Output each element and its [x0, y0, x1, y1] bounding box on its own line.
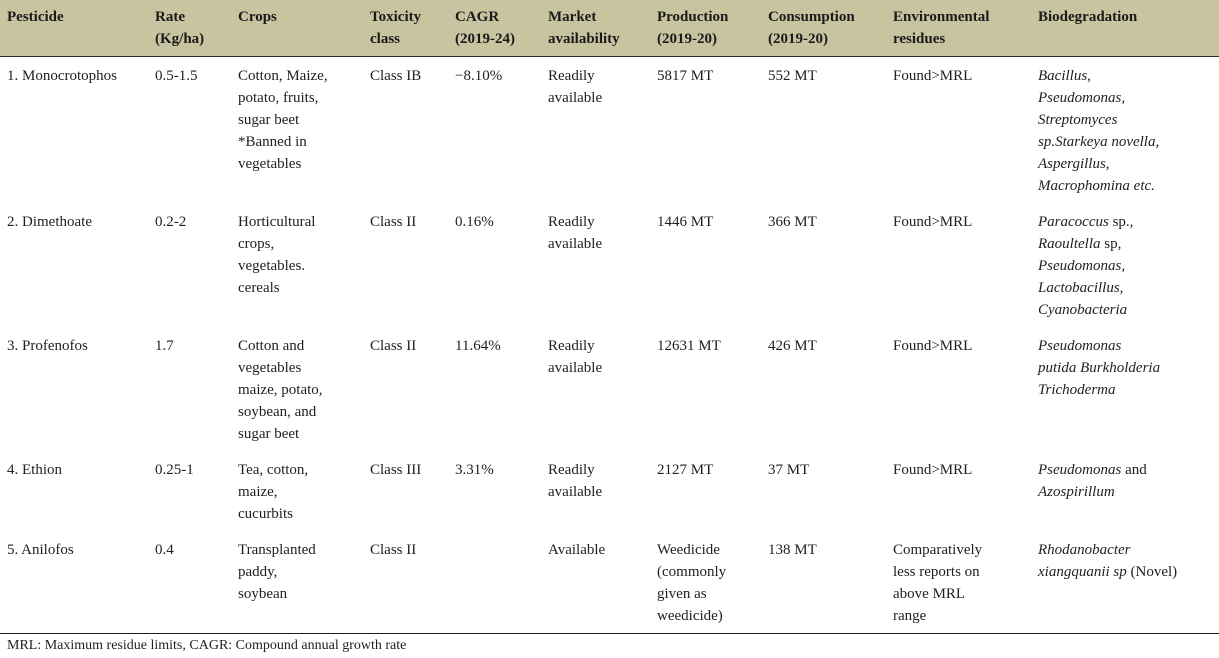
cell-rate: 0.25-1 [155, 462, 194, 478]
cell-pesticide: 4. Ethion [7, 462, 62, 478]
cell-rate: 0.5-1.5 [155, 68, 198, 84]
cell-consumption: 366 MT [768, 214, 817, 230]
text-segment: sp., [1112, 214, 1134, 230]
cell-market: Available [548, 542, 606, 558]
cell-production: Weedicide (commonly given as weedicide) [657, 542, 727, 624]
table-row: 1. Monocrotophos 0.5-1.5 Cotton, Maize, po… [0, 57, 1219, 204]
cell-pesticide: 5. Anilofos [7, 542, 74, 558]
text-segment: Raoultella [1038, 236, 1101, 252]
table-body: 1. Monocrotophos 0.5-1.5 Cotton, Maize, po… [0, 57, 1219, 634]
cell-crops: Cotton, Maize, potato, fruits, sugar bee… [238, 68, 328, 172]
cell-rate: 0.4 [155, 542, 174, 558]
text-segment: Azospirillum [1038, 484, 1115, 500]
cell-market: Readily available [548, 68, 603, 106]
text-segment: Pseudomonas, Lactobacillus, Cyanobacteri… [1038, 258, 1128, 318]
column-header-crops: Crops [231, 0, 363, 57]
cell-biodegradation: Pseudomonas putida Burkholderia Trichode… [1031, 327, 1219, 451]
cell-market: Readily available [548, 214, 603, 252]
column-header-production: Production (2019-20) [650, 0, 761, 57]
cell-crops: Horticultural crops, vegetables. cereals [238, 214, 316, 296]
table-row: 3. Profenofos 1.7 Cotton and vegetables ma… [0, 327, 1219, 451]
cell-environmental: Found>MRL [893, 338, 973, 354]
cell-rate: 1.7 [155, 338, 174, 354]
cell-pesticide: 3. Profenofos [7, 338, 88, 354]
cell-toxicity: Class II [370, 214, 417, 230]
table-row: 2. Dimethoate 0.2-2 Horticultural crops, v… [0, 203, 1219, 327]
cell-market: Readily available [548, 462, 603, 500]
column-header-toxicity: Toxicity class [363, 0, 448, 57]
cell-toxicity: Class III [370, 462, 422, 478]
cell-consumption: 37 MT [768, 462, 810, 478]
column-header-market: Market availability [541, 0, 650, 57]
cell-production: 5817 MT [657, 68, 714, 84]
text-segment: Paracoccus [1038, 214, 1109, 230]
cell-consumption: 552 MT [768, 68, 817, 84]
cell-biodegradation: Pseudomonas and Azospirillum [1031, 451, 1219, 531]
cell-biodegradation: Paracoccus sp., Raoultella sp, Pseudomon… [1031, 203, 1219, 327]
column-header-rate: Rate (Kg/ha) [148, 0, 231, 57]
column-header-biodegradation: Biodegradation [1031, 0, 1219, 57]
cell-crops: Transplanted paddy, soybean [238, 542, 316, 602]
cell-pesticide: 2. Dimethoate [7, 214, 92, 230]
text-segment: and [1125, 462, 1147, 478]
cell-production: 1446 MT [657, 214, 714, 230]
cell-environmental: Found>MRL [893, 214, 973, 230]
pesticide-table: Pesticide Rate (Kg/ha) Crops Toxicity class… [0, 0, 1219, 634]
cell-consumption: 426 MT [768, 338, 817, 354]
text-segment: Pseudomonas [1038, 462, 1122, 478]
table-footnote: MRL: Maximum residue limits, CAGR: Compo… [0, 633, 1219, 658]
cell-cagr: 3.31% [455, 462, 494, 478]
cell-market: Readily available [548, 338, 603, 376]
cell-pesticide: 1. Monocrotophos [7, 68, 117, 84]
header-row: Pesticide Rate (Kg/ha) Crops Toxicity class… [0, 0, 1219, 57]
cell-toxicity: Class II [370, 338, 417, 354]
cell-environmental: Comparatively less reports on above MRL … [893, 542, 983, 624]
text-segment: Rhodanobacter xiangquanii sp [1038, 542, 1131, 580]
column-header-environmental: Environmental residues [886, 0, 1031, 57]
cell-cagr [448, 531, 541, 633]
column-header-consumption: Consumption (2019-20) [761, 0, 886, 57]
cell-environmental: Found>MRL [893, 462, 973, 478]
cell-crops: Tea, cotton, maize, cucurbits [238, 462, 309, 522]
cell-production: 2127 MT [657, 462, 714, 478]
text-segment: sp, [1104, 236, 1122, 252]
table-row: 4. Ethion 0.25-1 Tea, cotton, maize, cucur… [0, 451, 1219, 531]
cell-biodegradation: Bacillus, Pseudomonas, Streptomyces sp.S… [1031, 57, 1219, 204]
cell-consumption: 138 MT [768, 542, 817, 558]
cell-toxicity: Class IB [370, 68, 422, 84]
text-segment: Bacillus, Pseudomonas, Streptomyces sp.S… [1038, 68, 1160, 194]
column-header-pesticide: Pesticide [0, 0, 148, 57]
cell-rate: 0.2-2 [155, 214, 187, 230]
cell-cagr: 11.64% [455, 338, 501, 354]
cell-production: 12631 MT [657, 338, 721, 354]
table-row: 5. Anilofos 0.4 Transplanted paddy, soybea… [0, 531, 1219, 633]
text-segment: Pseudomonas putida Burkholderia Trichode… [1038, 338, 1161, 398]
cell-environmental: Found>MRL [893, 68, 973, 84]
cell-crops: Cotton and vegetables maize, potato, soy… [238, 338, 323, 442]
cell-cagr: −8.10% [455, 68, 503, 84]
text-segment: (Novel) [1126, 564, 1178, 580]
cell-cagr: 0.16% [455, 214, 494, 230]
cell-biodegradation: Rhodanobacter xiangquanii sp (Novel) [1031, 531, 1219, 633]
table-header: Pesticide Rate (Kg/ha) Crops Toxicity class… [0, 0, 1219, 57]
cell-toxicity: Class II [370, 542, 417, 558]
column-header-cagr: CAGR (2019-24) [448, 0, 541, 57]
